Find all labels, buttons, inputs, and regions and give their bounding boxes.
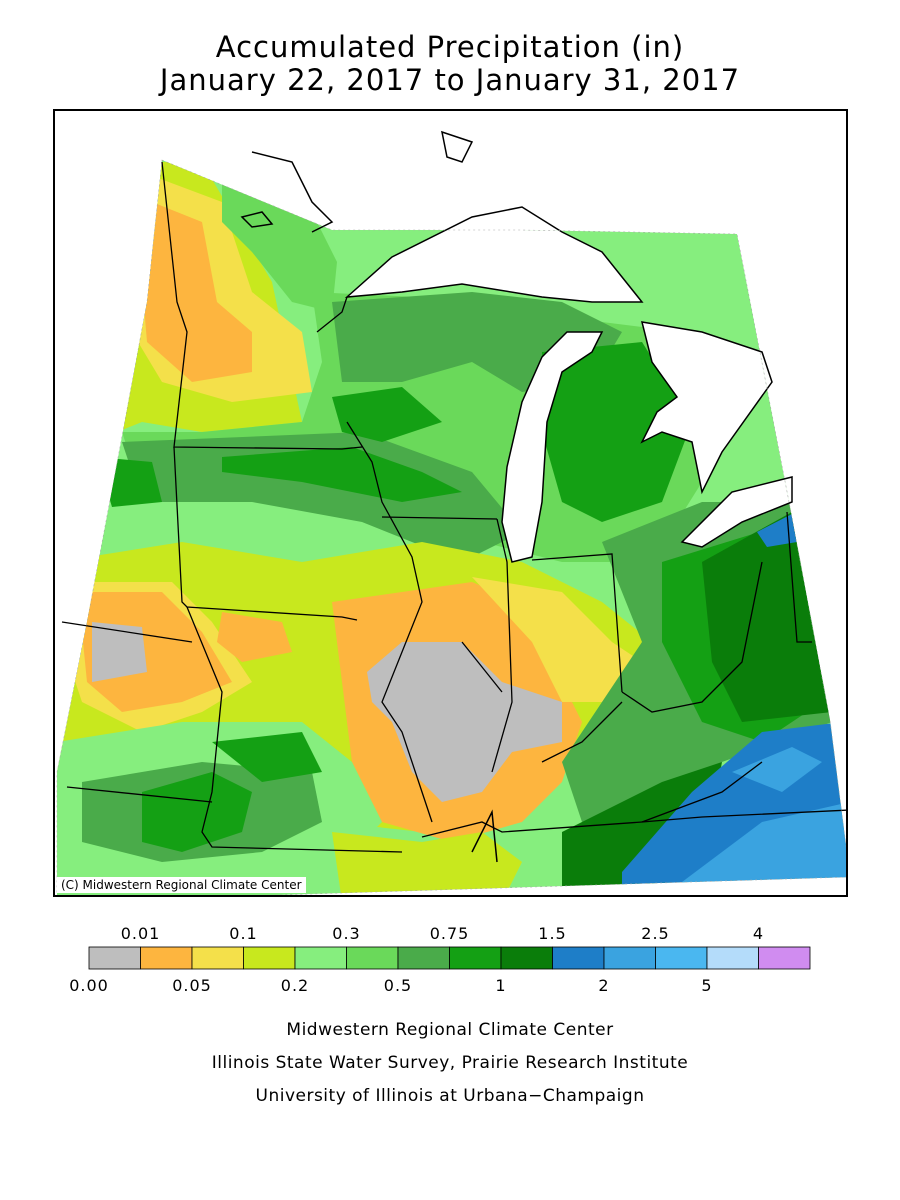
coastlines xyxy=(240,130,793,863)
legend-swatch xyxy=(449,946,502,970)
legend-top-label: 1.5 xyxy=(538,924,567,943)
legend-bottom-label: 0.2 xyxy=(280,976,310,995)
map-copyright: (C) Midwestern Regional Climate Center xyxy=(57,877,306,893)
legend-top-label: 0.75 xyxy=(429,924,470,943)
state-boundaries xyxy=(61,161,846,853)
legend-bottom-label: 0.05 xyxy=(172,976,212,995)
legend-bar xyxy=(88,946,811,970)
legend-swatch xyxy=(500,946,553,970)
legend-swatch xyxy=(706,946,759,970)
color-legend: 0.01 0.1 0.3 0.75 1.5 2.5 4 0.00 0.05 0.2 0.5 1 2 5 xyxy=(0,920,900,1000)
legend-swatch xyxy=(758,946,811,970)
legend-top-label: 0.01 xyxy=(120,924,161,943)
legend-bottom-label: 2 xyxy=(598,976,610,995)
map-title: Accumulated Precipitation (in) xyxy=(215,30,685,64)
legend-swatch xyxy=(88,946,141,970)
footer-university: University of Illinois at Urbana−Champai… xyxy=(255,1086,645,1106)
legend-swatch xyxy=(655,946,708,970)
legend-bottom-label: 0.5 xyxy=(383,976,413,995)
legend-bottom-label: 5 xyxy=(701,976,713,995)
footer-survey: Illinois State Water Survey, Prairie Res… xyxy=(211,1053,689,1073)
map-date-range: January 22, 2017 to January 31, 2017 xyxy=(159,63,741,97)
legend-swatch xyxy=(397,946,450,970)
footer-org: Midwestern Regional Climate Center xyxy=(286,1020,614,1040)
legend-bottom-label: 0.00 xyxy=(69,976,109,995)
legend-top-label: 2.5 xyxy=(641,924,670,943)
legend-swatch xyxy=(140,946,193,970)
legend-top-label: 0.1 xyxy=(229,924,258,943)
legend-swatch xyxy=(552,946,605,970)
map-canvas xyxy=(55,111,846,895)
precipitation-map: (C) Midwestern Regional Climate Center xyxy=(53,109,848,897)
legend-swatch xyxy=(346,946,399,970)
legend-top-label: 0.3 xyxy=(332,924,361,943)
legend-bottom-label: 1 xyxy=(495,976,507,995)
legend-top-label: 4 xyxy=(752,924,765,943)
legend-swatch xyxy=(191,946,244,970)
legend-swatch xyxy=(603,946,656,970)
legend-swatch xyxy=(243,946,296,970)
legend-swatch xyxy=(294,946,347,970)
